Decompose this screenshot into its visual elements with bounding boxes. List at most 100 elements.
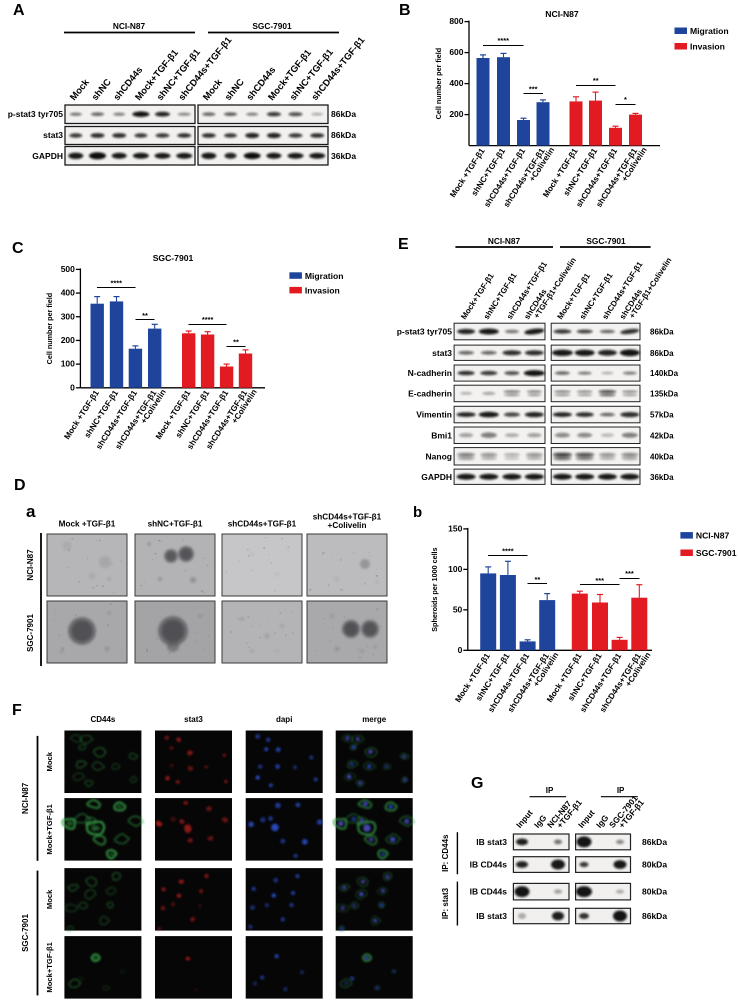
svg-text:50: 50 — [453, 604, 463, 614]
svg-text:**: ** — [233, 337, 239, 346]
svg-text:***: *** — [529, 85, 538, 94]
svg-text:SGC-7901: SGC-7901 — [21, 914, 30, 952]
svg-text:shCD44s+TGF-β1+Colivelin: shCD44s+TGF-β1+Colivelin — [594, 142, 648, 213]
svg-text:200: 200 — [449, 109, 463, 119]
svg-text:42kDa: 42kDa — [650, 431, 674, 440]
svg-text:NCI-N87: NCI-N87 — [545, 9, 579, 19]
svg-text:NCI-N87: NCI-N87 — [113, 21, 146, 31]
svg-text:57kDa: 57kDa — [650, 411, 674, 420]
svg-text:p-stat3 tyr705: p-stat3 tyr705 — [397, 327, 453, 337]
svg-text:SGC-7901: SGC-7901 — [586, 236, 626, 246]
svg-text:CD44s: CD44s — [90, 715, 115, 724]
svg-text:N-cadherin: N-cadherin — [408, 368, 452, 378]
svg-text:100: 100 — [61, 359, 75, 369]
svg-text:86kDa: 86kDa — [650, 349, 674, 358]
svg-text:stat3: stat3 — [184, 715, 203, 724]
svg-text:Invasion: Invasion — [690, 42, 725, 52]
svg-text:86kDa: 86kDa — [642, 911, 667, 921]
svg-text:Migration: Migration — [305, 271, 344, 281]
svg-text:NCI-N87: NCI-N87 — [21, 782, 30, 814]
svg-text:Bmi1: Bmi1 — [431, 430, 452, 440]
svg-text:shCD44s+TGF-β1: shCD44s+TGF-β1 — [228, 520, 297, 529]
svg-text:*: * — [624, 95, 627, 104]
svg-text:100: 100 — [448, 564, 462, 574]
svg-text:NCI-N87: NCI-N87 — [488, 236, 521, 246]
svg-text:200: 200 — [61, 335, 75, 345]
svg-text:GAPDH: GAPDH — [32, 151, 63, 161]
svg-text:140kDa: 140kDa — [650, 369, 679, 378]
svg-text:****: **** — [111, 279, 123, 288]
svg-text:Mock: Mock — [67, 76, 91, 102]
svg-text:p-stat3 tyr705: p-stat3 tyr705 — [8, 109, 64, 119]
svg-text:****: **** — [202, 315, 214, 324]
svg-text:stat3: stat3 — [432, 348, 452, 358]
svg-text:**: ** — [142, 311, 148, 320]
svg-text:Mock+TGF-β1: Mock+TGF-β1 — [45, 941, 54, 992]
svg-text:dapi: dapi — [276, 715, 292, 724]
svg-text:GAPDH: GAPDH — [421, 472, 452, 482]
svg-text:600: 600 — [449, 47, 463, 57]
svg-text:Invasion: Invasion — [305, 285, 340, 295]
svg-text:40kDa: 40kDa — [650, 452, 674, 461]
svg-text:IP: IP — [617, 786, 625, 795]
svg-text:stat3: stat3 — [43, 130, 63, 140]
svg-text:**: ** — [535, 575, 541, 584]
svg-text:****: **** — [502, 547, 514, 556]
svg-text:***: *** — [625, 569, 634, 578]
svg-text:Mock+TGF-β1: Mock+TGF-β1 — [45, 803, 54, 854]
svg-text:Mock +TGF-β1: Mock +TGF-β1 — [59, 520, 116, 529]
svg-text:+Colivelin: +Colivelin — [328, 521, 367, 530]
svg-text:Spheroids per 1000 cells: Spheroids per 1000 cells — [430, 547, 439, 631]
svg-text:400: 400 — [61, 288, 75, 298]
svg-text:86kDa: 86kDa — [650, 328, 674, 337]
svg-text:IB CD44s: IB CD44s — [470, 887, 508, 897]
svg-text:Mock: Mock — [200, 76, 224, 102]
svg-text:NCI-N87: NCI-N87 — [696, 531, 730, 541]
svg-text:IB stat3: IB stat3 — [476, 911, 507, 921]
svg-text:0: 0 — [458, 645, 463, 655]
svg-text:SGC-7901: SGC-7901 — [696, 548, 737, 558]
svg-text:Cell number per field: Cell number per field — [45, 293, 54, 365]
svg-text:SGC-7901: SGC-7901 — [153, 253, 194, 263]
svg-text:SGC-7901: SGC-7901 — [252, 21, 292, 31]
svg-text:IB stat3: IB stat3 — [476, 837, 507, 847]
svg-text:IB CD44s: IB CD44s — [470, 860, 508, 870]
svg-text:0: 0 — [70, 382, 75, 392]
svg-text:SGC-7901: SGC-7901 — [26, 614, 35, 652]
svg-text:shCD44s+TGF-β1: shCD44s+TGF-β1 — [313, 513, 382, 522]
svg-text:Nanog: Nanog — [426, 451, 452, 461]
svg-text:80kDa: 80kDa — [642, 887, 667, 897]
svg-text:SGC-7901+TGF-β1: SGC-7901+TGF-β1 — [607, 793, 646, 835]
svg-text:shNC+TGF-β1: shNC+TGF-β1 — [148, 520, 203, 529]
svg-text:500: 500 — [61, 264, 75, 274]
svg-text:Mock: Mock — [45, 889, 54, 909]
svg-text:***: *** — [595, 576, 604, 585]
svg-text:NCI-N87: NCI-N87 — [26, 549, 35, 581]
svg-text:shNC: shNC — [222, 76, 246, 102]
svg-text:**: ** — [593, 76, 599, 85]
svg-text:135kDa: 135kDa — [650, 389, 679, 398]
svg-text:150: 150 — [448, 524, 462, 534]
svg-text:300: 300 — [61, 311, 75, 321]
svg-text:Cell number per field: Cell number per field — [434, 48, 443, 120]
svg-text:NCI-N87+TGF-β1: NCI-N87+TGF-β1 — [545, 793, 584, 835]
svg-text:****: **** — [497, 36, 509, 45]
svg-text:shNC: shNC — [89, 76, 113, 102]
svg-text:Vimentin: Vimentin — [416, 410, 452, 420]
svg-text:merge: merge — [362, 715, 387, 724]
svg-text:IP: IP — [546, 786, 554, 795]
svg-text:86kDa: 86kDa — [642, 837, 667, 847]
svg-text:86kDa: 86kDa — [331, 130, 356, 140]
svg-text:Mock: Mock — [45, 751, 54, 771]
svg-text:Migration: Migration — [690, 26, 729, 36]
svg-text:80kDa: 80kDa — [642, 860, 667, 870]
svg-text:36kDa: 36kDa — [650, 473, 674, 482]
svg-text:Input: Input — [514, 808, 535, 830]
svg-text:36kDa: 36kDa — [331, 151, 356, 161]
svg-text:400: 400 — [449, 78, 463, 88]
svg-text:86kDa: 86kDa — [331, 109, 356, 119]
svg-text:Input: Input — [576, 808, 597, 830]
svg-text:800: 800 — [449, 16, 463, 26]
svg-text:E-cadherin: E-cadherin — [408, 388, 452, 398]
svg-text:IP: CD44s: IP: CD44s — [441, 834, 450, 872]
